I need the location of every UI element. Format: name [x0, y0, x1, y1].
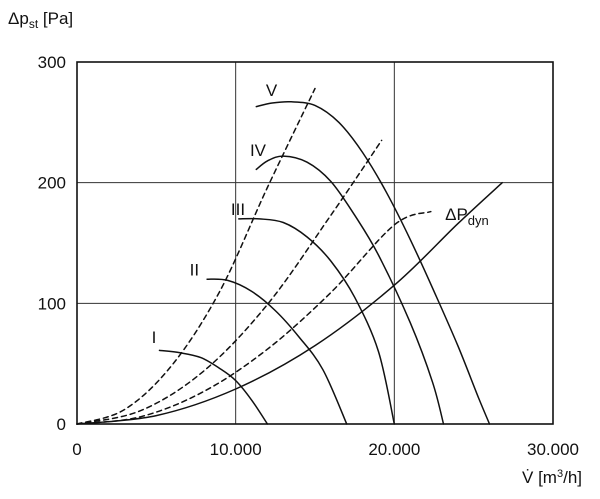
series-label-main: ΔP — [445, 205, 468, 224]
y-tick-label: 100 — [38, 294, 66, 313]
series-line-iv — [255, 155, 445, 425]
series-label: II — [190, 261, 199, 280]
y-axis-label-main: Δp — [8, 9, 29, 28]
series-line-dashed-iii — [76, 210, 432, 425]
series-label-main: I — [152, 328, 157, 347]
series-label: I — [152, 328, 157, 347]
y-tick-label: 0 — [57, 415, 66, 434]
y-tick-label: 300 — [38, 53, 66, 72]
series-label-sub: dyn — [468, 213, 489, 228]
series-label: IV — [250, 141, 267, 160]
series-line-v — [255, 100, 491, 425]
series-line-dashed-i — [76, 87, 316, 425]
series-line-p — [76, 181, 503, 425]
ticks-layer: 0 10.000 20.000 30.000 0 100 200 300 — [38, 53, 579, 459]
x-axis-label-unit-sup: 3 — [557, 468, 563, 480]
x-tick-label: 30.000 — [527, 440, 579, 459]
y-axis-label-unit: [Pa] — [38, 9, 73, 28]
plot-frame — [76, 61, 554, 425]
y-axis-label: Δpst [Pa] — [8, 9, 73, 31]
series-label: ΔPdyn — [445, 205, 489, 228]
series-label: V — [266, 81, 278, 100]
x-axis-label-unit-post: /h] — [563, 468, 582, 487]
series-line-iii — [238, 217, 396, 425]
x-tick-label: 0 — [72, 440, 81, 459]
y-tick-label: 200 — [38, 174, 66, 193]
series-label-main: III — [231, 200, 245, 219]
grid-layer — [77, 62, 553, 424]
series-layer — [76, 87, 503, 425]
x-axis-label-unit-pre: [m — [533, 468, 557, 487]
x-tick-label: 20.000 — [368, 440, 420, 459]
x-tick-label: 10.000 — [210, 440, 262, 459]
series-label-main: II — [190, 261, 199, 280]
series-line-i — [158, 349, 269, 425]
y-axis-label-sub: st — [29, 17, 39, 31]
series-line-dashed-ii — [76, 139, 383, 425]
series-line-ii — [206, 278, 348, 425]
series-label: III — [231, 200, 245, 219]
series-label-main: IV — [250, 141, 267, 160]
x-axis-label: V̇ [m3/h] — [522, 468, 582, 487]
x-axis-label-main: V̇ — [522, 468, 534, 487]
series-label-main: V — [266, 81, 278, 100]
